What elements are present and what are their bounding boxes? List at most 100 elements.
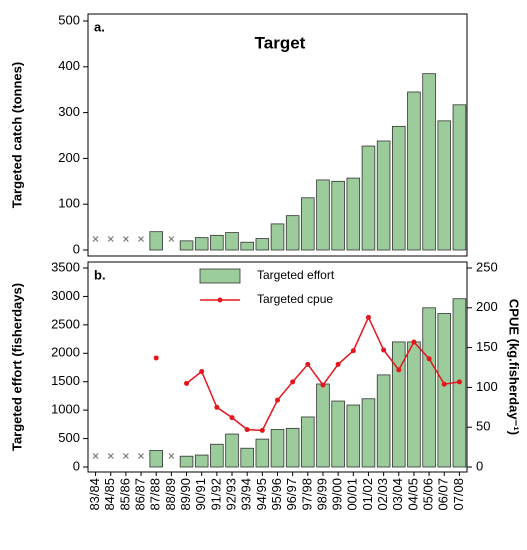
- bar: [210, 443, 224, 468]
- x-tick-label: 89/90: [178, 478, 193, 511]
- missing-marker: [138, 453, 144, 459]
- panel-label: b.: [94, 267, 106, 282]
- missing-marker: [122, 236, 129, 242]
- point: [396, 367, 402, 373]
- x-tick-label: 95/96: [269, 478, 284, 511]
- bar: [179, 240, 194, 251]
- y-tick-label: 2000: [51, 345, 80, 360]
- bar: [376, 140, 391, 251]
- point: [259, 427, 265, 433]
- bar: [194, 454, 209, 468]
- point: [441, 381, 447, 387]
- y-tick-label: 300: [58, 104, 80, 119]
- y-tick-label: 3500: [51, 259, 80, 274]
- point: [290, 379, 296, 385]
- y-tick-label: 1500: [51, 373, 80, 388]
- bar: [422, 307, 436, 468]
- bar: [255, 438, 270, 468]
- x-tick-label: 05/06: [421, 478, 436, 511]
- missing-marker: [138, 236, 144, 242]
- y2-tick-label: 100: [476, 379, 498, 394]
- y-tick-label: 3000: [51, 288, 80, 303]
- y2-tick-label: 250: [476, 259, 498, 274]
- point: [199, 368, 205, 374]
- missing-marker: [92, 453, 99, 459]
- bar: [437, 313, 452, 468]
- x-tick-label: 02/03: [375, 478, 390, 511]
- bar: [240, 241, 254, 251]
- point: [214, 404, 220, 410]
- bar: [392, 341, 406, 468]
- bar: [346, 177, 361, 251]
- bar: [452, 104, 467, 251]
- x-tick-label: 99/00: [330, 478, 345, 511]
- x-tick-label: 98/99: [314, 478, 329, 511]
- x-tick-label: 07/08: [451, 478, 466, 511]
- bar: [240, 447, 254, 468]
- y-tick-label: 500: [58, 430, 80, 445]
- missing-marker: [107, 236, 114, 242]
- missing-marker: [168, 236, 175, 242]
- plot-frame: [87, 13, 468, 257]
- x-tick-label: 91/92: [208, 478, 223, 511]
- x-tick-label: 90/91: [193, 478, 208, 511]
- bar: [179, 455, 194, 468]
- bar: [301, 416, 315, 468]
- bar: [301, 197, 315, 251]
- x-tick-label: 06/07: [436, 478, 451, 511]
- x-tick-label: 86/87: [132, 478, 147, 511]
- bar: [225, 433, 239, 468]
- chart-title: Target: [255, 33, 306, 52]
- legend-label: Targeted cpue: [257, 292, 333, 306]
- bar: [255, 238, 270, 251]
- point: [320, 382, 326, 388]
- x-tick-label: 01/02: [360, 478, 375, 511]
- bar: [270, 429, 285, 468]
- bar: [376, 374, 391, 468]
- bar: [194, 237, 209, 251]
- plot-frame: [87, 261, 468, 473]
- y-tick-label: 200: [58, 150, 80, 165]
- x-tick-label: 85/86: [117, 478, 132, 511]
- point: [335, 361, 341, 367]
- x-tick-label: 04/05: [405, 478, 420, 511]
- x-tick-label: 84/85: [102, 478, 117, 511]
- bar: [316, 179, 330, 251]
- y-axis-label: Targeted effort (fisherdays): [9, 283, 24, 451]
- y2-tick-label: 200: [476, 299, 498, 314]
- missing-marker: [122, 453, 129, 459]
- bar: [285, 427, 300, 468]
- y2-tick-label: 50: [476, 419, 490, 434]
- point: [350, 348, 356, 354]
- bar: [422, 73, 436, 251]
- y-axis-label: Targeted catch (tonnes): [9, 62, 24, 208]
- point: [184, 380, 190, 386]
- point: [381, 347, 387, 353]
- bar: [392, 125, 406, 251]
- bar: [407, 341, 421, 468]
- bar: [149, 231, 163, 251]
- x-tick-label: 93/94: [239, 478, 254, 511]
- x-tick-label: 97/98: [299, 478, 314, 511]
- legend-label: Targeted effort: [257, 268, 335, 282]
- point: [411, 339, 417, 345]
- bar: [437, 120, 452, 251]
- y-tick-label: 2500: [51, 316, 80, 331]
- bar: [346, 404, 361, 468]
- bar: [285, 215, 300, 251]
- x-tick-label: 87/88: [148, 478, 163, 511]
- bar: [331, 180, 345, 251]
- bar: [210, 234, 224, 251]
- bar: [316, 383, 330, 468]
- y2-tick-label: 150: [476, 339, 498, 354]
- y-tick-label: 0: [73, 458, 80, 473]
- point: [456, 379, 462, 385]
- point: [153, 355, 159, 361]
- y2-tick-label: 0: [476, 458, 483, 473]
- x-tick-label: 94/95: [254, 478, 269, 511]
- panel-label: a.: [94, 19, 105, 34]
- x-tick-label: 00/01: [345, 478, 360, 511]
- y-tick-label: 0: [73, 241, 80, 256]
